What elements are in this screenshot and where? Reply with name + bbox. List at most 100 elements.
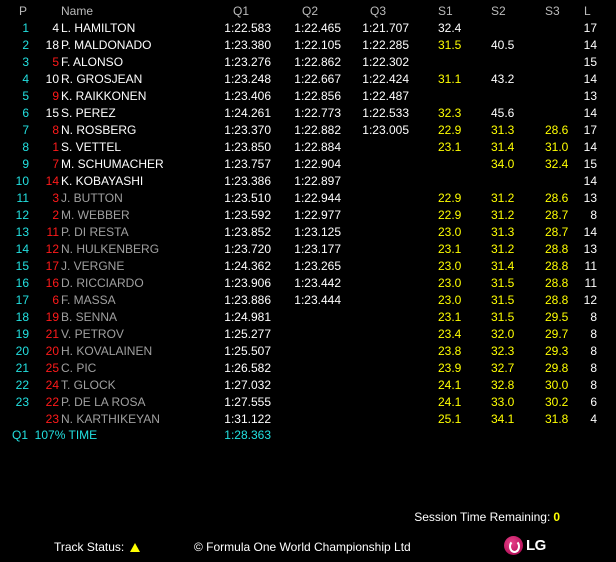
cell-s1: 24.1	[438, 395, 462, 409]
cell-name: K. RAIKKONEN	[61, 89, 147, 103]
cell-q3: 1:23.005	[362, 123, 409, 137]
cell-num: 15	[45, 106, 59, 120]
cell-pos: 14	[15, 242, 29, 256]
table-row: 23 N. KARTHIKEYAN 1:31.122 25.1 34.1 31.8 4	[0, 411, 616, 428]
cell-s2: 34.0	[491, 157, 515, 171]
table-row: 14 12 N. HULKENBERG 1:23.720 1:23.177 23.1 31.…	[0, 241, 616, 258]
cell-num: 1	[52, 140, 59, 154]
cell-laps: 13	[583, 242, 597, 256]
cell-pos: 15	[15, 259, 29, 273]
table-row: 6 15 S. PEREZ 1:24.261 1:22.773 1:22.533 32.3 4…	[0, 105, 616, 122]
cell-num: 16	[45, 276, 59, 290]
cell-s1: 32.3	[438, 106, 462, 120]
cell-s2: 43.2	[491, 72, 515, 86]
cell-q1: 1:24.981	[224, 310, 271, 324]
cell-name: M. SCHUMACHER	[61, 157, 164, 171]
cell-q2: 1:22.773	[294, 106, 341, 120]
yellow-flag-triangle-icon	[130, 543, 141, 552]
cell-s1: 22.9	[438, 208, 462, 222]
cell-num: 10	[45, 72, 59, 86]
cell-pos: 21	[15, 361, 29, 375]
cell-laps: 8	[590, 361, 597, 375]
cell-name: S. VETTEL	[61, 140, 122, 154]
cell-s2: 31.2	[491, 191, 515, 205]
cell-laps: 4	[590, 412, 597, 426]
cell-q1: 1:25.277	[224, 327, 271, 341]
q107-label: Q1 107% TIME	[12, 428, 98, 442]
cell-s3: 29.5	[545, 310, 569, 324]
cell-laps: 17	[583, 21, 597, 35]
cell-q1: 1:23.886	[224, 293, 271, 307]
cell-pos: 1	[22, 21, 29, 35]
cell-num: 11	[46, 225, 59, 239]
cell-laps: 15	[583, 55, 597, 69]
cell-q2: 1:22.882	[294, 123, 341, 137]
cell-laps: 8	[590, 378, 597, 392]
cell-s1: 23.0	[438, 276, 462, 290]
cell-q1: 1:24.362	[224, 259, 271, 273]
cell-s1: 31.1	[438, 72, 462, 86]
cell-num: 2	[52, 208, 59, 222]
cell-s2: 31.3	[491, 123, 515, 137]
cell-name: F. MASSA	[61, 293, 116, 307]
table-row: 11 3 J. BUTTON 1:23.510 1:22.944 22.9 31.2 28.6…	[0, 190, 616, 207]
cell-q1: 1:23.276	[224, 55, 271, 69]
cell-name: V. PETROV	[61, 327, 124, 341]
cell-laps: 14	[583, 225, 597, 239]
cell-q3: 1:22.487	[362, 89, 409, 103]
cell-s1: 32.4	[438, 21, 462, 35]
cell-s3: 28.7	[545, 225, 569, 239]
cell-q2: 1:23.265	[294, 259, 341, 273]
cell-laps: 17	[583, 123, 597, 137]
cell-name: L. HAMILTON	[61, 21, 136, 35]
lg-logo-text: LG	[526, 537, 546, 554]
cell-num: 5	[52, 55, 59, 69]
cell-q3: 1:22.424	[362, 72, 409, 86]
cell-s1: 23.0	[438, 293, 462, 307]
cell-pos: 18	[15, 310, 29, 324]
cell-s2: 31.4	[491, 259, 515, 273]
cell-s2: 33.0	[491, 395, 515, 409]
cell-s3: 31.0	[545, 140, 569, 154]
cell-q1: 1:23.850	[224, 140, 271, 154]
cell-s2: 31.5	[491, 276, 515, 290]
header-position: P	[19, 4, 28, 18]
cell-laps: 14	[583, 38, 597, 52]
cell-pos: 6	[22, 106, 29, 120]
table-row: 5 9 K. RAIKKONEN 1:23.406 1:22.856 1:22.487 13	[0, 88, 616, 105]
lg-face-icon	[504, 536, 523, 555]
cell-num: 19	[45, 310, 59, 324]
cell-s3: 28.8	[545, 242, 569, 256]
cell-num: 14	[45, 174, 59, 188]
cell-q2: 1:22.977	[294, 208, 341, 222]
header-q2: Q2	[302, 4, 319, 18]
cell-laps: 14	[583, 174, 597, 188]
cell-name: M. WEBBER	[61, 208, 130, 222]
table-row: 16 16 D. RICCIARDO 1:23.906 1:23.442 23.0 31.5…	[0, 275, 616, 292]
cell-q1: 1:31.122	[224, 412, 271, 426]
cell-name: K. KOBAYASHI	[61, 174, 144, 188]
cell-num: 3	[52, 191, 59, 205]
cell-pos: 9	[22, 157, 29, 171]
cell-s3: 30.0	[545, 378, 569, 392]
cell-q1: 1:27.032	[224, 378, 271, 392]
cell-q1: 1:26.582	[224, 361, 271, 375]
table-row: 12 2 M. WEBBER 1:23.592 1:22.977 22.9 31.2 28.7…	[0, 207, 616, 224]
table-row: 20 20 H. KOVALAINEN 1:25.507 23.8 32.3 29.3 8	[0, 343, 616, 360]
cell-s1: 23.0	[438, 259, 462, 273]
copyright: © Formula One World Championship Ltd	[194, 540, 411, 554]
table-row: 4 10 R. GROSJEAN 1:23.248 1:22.667 1:22.424 31…	[0, 71, 616, 88]
cell-num: 20	[45, 344, 59, 358]
cell-name: N. ROSBERG	[61, 123, 137, 137]
lg-logo: LG	[504, 536, 546, 555]
header-name: Name	[61, 4, 94, 18]
cell-pos: 10	[15, 174, 29, 188]
cell-q3: 1:22.302	[362, 55, 409, 69]
cell-s2: 32.3	[491, 344, 515, 358]
header-s1: S1	[438, 4, 453, 18]
cell-s3: 28.6	[545, 191, 569, 205]
cell-s3: 30.2	[545, 395, 569, 409]
cell-num: 23	[45, 412, 59, 426]
cell-q2: 1:23.125	[294, 225, 341, 239]
cell-s1: 23.0	[438, 225, 462, 239]
